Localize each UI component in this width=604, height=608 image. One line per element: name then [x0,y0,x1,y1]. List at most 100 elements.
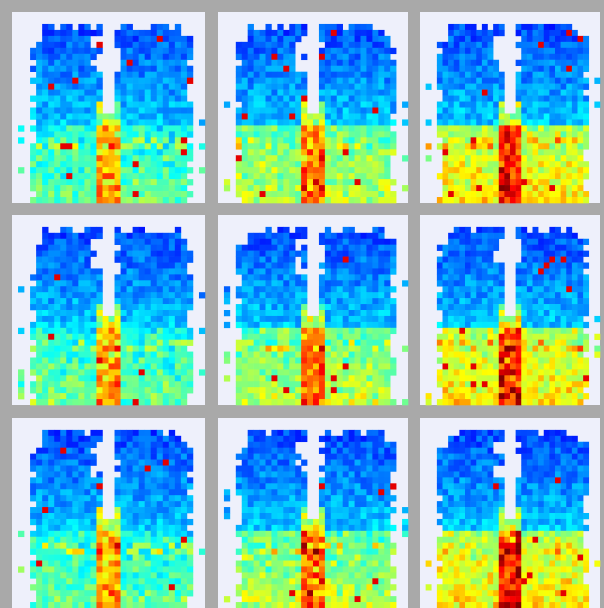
heatmap-cell [498,143,505,150]
heatmap-cell [36,119,43,126]
heatmap-cell [318,327,326,335]
heatmap-cell [549,125,556,132]
heatmap-cell [283,232,290,240]
heatmap-cell [265,244,272,251]
heatmap-cell [372,363,379,370]
heatmap-cell [465,143,471,150]
heatmap-cell [577,292,584,299]
heatmap-cell [384,310,391,317]
heatmap-cell [132,459,139,466]
heatmap-cell [348,357,355,364]
heatmap-cell [453,113,460,120]
heatmap-cell [120,447,127,454]
heatmap-cell [301,185,308,192]
heatmap-cell [138,107,145,114]
heatmap-cell [162,59,170,67]
heatmap-cell [265,399,272,406]
heatmap-cell [526,65,533,72]
heatmap-cell [354,77,361,84]
heatmap-cell [470,363,477,370]
heatmap-cell [162,513,170,520]
heatmap-cell [259,387,266,394]
heatmap-cell [366,83,373,90]
heatmap-cell [48,185,55,192]
heatmap-cell [307,167,314,174]
heatmap-cell [66,429,73,437]
heatmap-cell [313,399,320,406]
heatmap-cell [476,315,483,323]
heatmap-cell [72,524,79,532]
heatmap-cell [78,197,85,204]
heatmap-cell [577,95,584,102]
heatmap-cell [120,363,127,370]
heatmap-cell [174,513,182,520]
heatmap-cell [459,125,466,132]
heatmap-cell [378,143,385,150]
heatmap-cell [283,286,290,293]
heatmap-cell [532,315,539,323]
heatmap-cell [108,357,115,364]
heatmap-cell [324,357,332,364]
heatmap-cell [498,191,505,198]
heatmap-cell [532,71,539,78]
heatmap-cell [235,71,243,78]
heatmap-cell [259,149,266,156]
heatmap-cell [538,71,545,78]
heatmap-cell [295,89,302,96]
heatmap-cell [448,131,455,138]
heatmap-cell [571,173,578,180]
heatmap-cell [90,197,97,204]
heatmap-cell [366,77,373,84]
heatmap-cell [90,489,97,496]
heatmap-cell [78,161,85,168]
heatmap-panel [420,215,601,406]
heatmap-cell [96,226,103,234]
heatmap-cell [42,315,49,323]
heatmap-cell [54,83,61,90]
heatmap-cell [96,125,103,132]
heatmap-cell [138,89,145,96]
heatmap-cell [515,393,522,400]
heatmap-cell [504,327,511,335]
heatmap-cell [384,363,391,370]
heatmap-cell [295,232,302,240]
heatmap-cell [543,83,550,90]
heatmap-cell [223,357,231,364]
heatmap-cell [526,35,533,43]
heatmap-cell [162,387,170,394]
heatmap-cell [342,35,349,43]
heatmap-cell [283,387,290,394]
heatmap-cell [42,41,49,49]
heatmap-cell [54,173,61,180]
heatmap-cell [354,53,361,61]
heatmap-cell [453,161,460,168]
heatmap-cell [436,107,443,114]
heatmap-cell [90,226,97,234]
heatmap-cell [555,191,561,198]
heatmap-cell [307,393,314,400]
heatmap-cell [289,304,296,311]
heatmap-cell [84,315,91,323]
heatmap-cell [126,59,133,67]
heatmap-cell [521,143,528,150]
heatmap-cell [102,185,109,192]
heatmap-cell [162,167,170,174]
heatmap-cell [571,363,578,370]
heatmap-cell [180,441,188,448]
heatmap-cell [360,71,367,78]
heatmap-cell [36,447,43,454]
heatmap-cell [156,185,164,192]
heatmap-cell [459,292,466,299]
heatmap-cell [66,393,73,400]
heatmap-cell [156,268,164,275]
heatmap-cell [301,298,308,305]
heatmap-cell [174,393,182,400]
heatmap-cell [543,119,550,126]
heatmap-cell [114,387,121,394]
heatmap-cell [324,137,332,144]
heatmap-cell [253,321,260,329]
heatmap-cell [180,345,188,352]
heatmap-cell [108,137,115,144]
heatmap-cell [235,357,243,364]
heatmap-cell [277,339,284,346]
